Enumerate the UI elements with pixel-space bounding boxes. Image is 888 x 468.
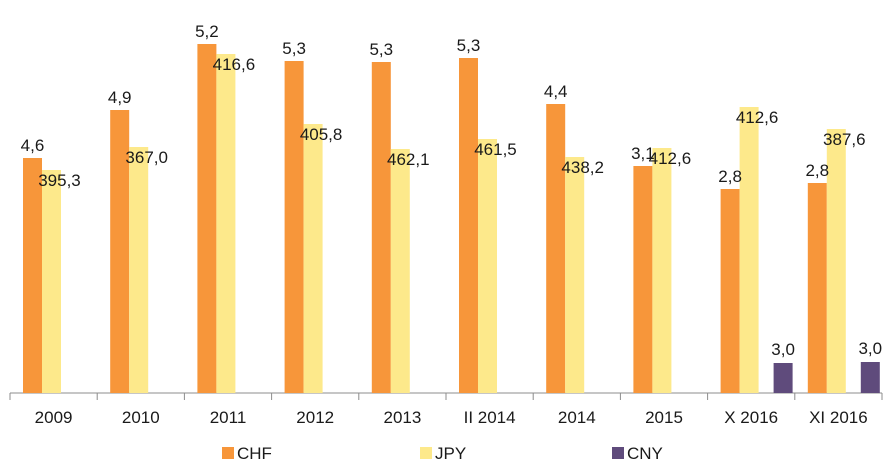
- data-label-chf: 2,8: [805, 161, 829, 180]
- data-label-cny: 3,0: [858, 339, 882, 358]
- bar-jpy-ii-2014: [478, 139, 497, 393]
- x-tick-label: X 2016: [724, 408, 778, 427]
- bar-chf-2014: [546, 104, 566, 393]
- legend-label-cny: CNY: [627, 444, 663, 463]
- bar-cny-xi-2016: [860, 362, 880, 393]
- bar-chf-x-2016: [720, 189, 740, 393]
- x-tick-label: 2009: [35, 408, 73, 427]
- data-label-chf: 5,3: [369, 40, 393, 59]
- data-label-jpy: 395,3: [38, 171, 81, 190]
- legend-swatch-jpy: [420, 447, 432, 459]
- bar-chf-ii-2014: [459, 58, 478, 393]
- x-tick-label: 2012: [296, 408, 334, 427]
- x-tick-label: 2011: [210, 408, 247, 427]
- data-label-jpy: 416,6: [213, 55, 256, 74]
- category-labels: 2009 2010 2011 2012 2013 II 2014 2014 2015 X 201…: [35, 408, 868, 427]
- data-label-jpy: 438,2: [561, 158, 604, 177]
- bar-jpy-2011: [216, 54, 236, 393]
- data-label-chf: 3,1: [631, 144, 655, 163]
- x-tick-label: 2014: [558, 408, 596, 427]
- data-label-chf: 4,6: [21, 136, 45, 155]
- legend-label-jpy: JPY: [435, 444, 466, 463]
- x-tick-label: 2015: [645, 408, 683, 427]
- bar-jpy-2013: [390, 149, 410, 393]
- legend-swatch-chf: [222, 447, 234, 459]
- x-tick-label: II 2014: [464, 408, 516, 427]
- legend-swatch-cny: [612, 447, 624, 459]
- bar-chf-2010: [110, 110, 130, 393]
- data-label-cny: 3,0: [771, 340, 795, 359]
- bar-jpy-2009: [42, 170, 61, 393]
- bar-chf-2012: [284, 61, 304, 393]
- bar-jpy-2014: [565, 157, 585, 393]
- legend-label-chf: CHF: [237, 444, 272, 463]
- data-label-chf: 4,4: [544, 82, 568, 101]
- x-axis-ticks: [9, 393, 883, 400]
- data-labels: 4,6 395,3 4,9 367,0 5,2 416,6 5,3 405,8 5,3 462,1…: [21, 22, 882, 359]
- x-tick-label: XI 2016: [809, 408, 868, 427]
- bar-chf-xi-2016: [807, 183, 827, 393]
- bar-chf-2015: [633, 166, 653, 393]
- bar-jpy-x-2016: [739, 107, 759, 393]
- bar-jpy-2010: [129, 147, 149, 393]
- data-label-chf: 5,3: [457, 36, 481, 55]
- bar-chf-2013: [371, 62, 391, 393]
- bar-chf-2009: [23, 158, 42, 393]
- legend: CHF JPY CNY: [222, 444, 663, 463]
- data-label-jpy: 462,1: [387, 150, 430, 169]
- data-label-chf: 4,9: [108, 88, 132, 107]
- bar-jpy-2015: [652, 148, 672, 393]
- bar-chf-2011: [197, 44, 217, 393]
- data-label-jpy: 405,8: [300, 125, 343, 144]
- bar-jpy-2012: [303, 124, 323, 393]
- data-label-jpy: 387,6: [823, 130, 866, 149]
- bars: [23, 44, 880, 393]
- data-label-chf: 5,2: [195, 22, 219, 41]
- data-label-jpy: 412,6: [736, 108, 779, 127]
- bar-jpy-xi-2016: [826, 129, 846, 393]
- bar-cny-x-2016: [773, 363, 793, 393]
- data-label-jpy: 461,5: [474, 140, 517, 159]
- x-tick-label: 2013: [383, 408, 421, 427]
- data-label-chf: 5,3: [282, 39, 306, 58]
- data-label-jpy: 367,0: [125, 148, 168, 167]
- data-label-chf: 2,8: [718, 167, 742, 186]
- x-tick-label: 2010: [122, 408, 160, 427]
- data-label-jpy: 412,6: [649, 149, 692, 168]
